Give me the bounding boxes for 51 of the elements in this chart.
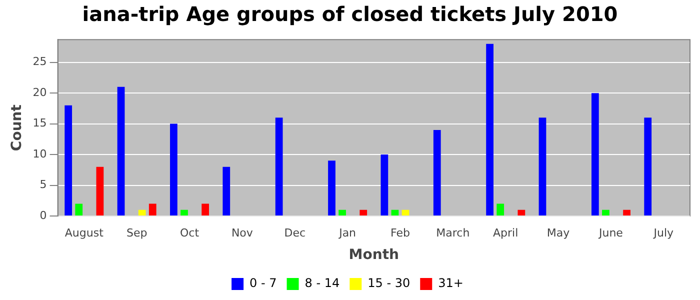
y-tick-label: 10 — [32, 147, 47, 160]
legend-label: 8 - 14 — [304, 276, 340, 290]
bar — [117, 86, 125, 216]
x-tick-label: August — [64, 226, 104, 240]
bar — [518, 210, 526, 216]
bar — [496, 204, 504, 216]
x-tick-label: June — [598, 226, 624, 240]
legend-label: 0 - 7 — [250, 276, 277, 290]
x-tick-label: Nov — [231, 226, 254, 240]
y-tick-label: 25 — [32, 55, 47, 68]
x-tick-label: Dec — [284, 226, 306, 240]
bar — [138, 210, 146, 216]
bar — [591, 93, 599, 216]
x-tick-label: Sep — [126, 226, 148, 240]
bar — [275, 118, 283, 216]
y-tick-label: 15 — [32, 116, 47, 130]
x-tick-label: Feb — [390, 226, 410, 240]
bar — [170, 124, 178, 216]
x-tick-label: Oct — [180, 226, 200, 240]
y-tick-label: 5 — [40, 178, 47, 192]
y-axis-title: Count — [9, 104, 26, 152]
x-tick-label: May — [546, 226, 570, 240]
bar — [391, 210, 399, 216]
bar — [180, 210, 188, 216]
bar — [380, 154, 388, 216]
bar — [96, 166, 104, 216]
bar — [644, 118, 652, 216]
x-tick-label: Jan — [338, 226, 356, 240]
bar — [202, 204, 209, 216]
bar — [402, 210, 410, 216]
bar — [328, 160, 336, 216]
x-tick-label: July — [652, 226, 674, 240]
y-tick-label: 0 — [40, 208, 47, 222]
chart-title: iana-trip Age groups of closed tickets July 2010 — [81, 2, 619, 26]
x-axis-title: Month — [348, 247, 399, 264]
bar — [360, 210, 368, 216]
bar — [538, 118, 546, 216]
bar — [338, 210, 346, 216]
bar — [623, 210, 630, 216]
y-tick-label: 20 — [32, 86, 47, 99]
legend-label: 15 - 30 — [368, 276, 410, 290]
bar — [486, 44, 494, 216]
bar — [602, 210, 610, 216]
bar — [433, 130, 441, 216]
bar — [75, 204, 83, 216]
x-tick-label: April — [493, 226, 518, 240]
bar — [64, 105, 72, 216]
bar — [222, 166, 230, 216]
legend-label: 31+ — [438, 276, 464, 290]
x-tick-label: March — [436, 226, 470, 240]
bar — [148, 204, 156, 216]
